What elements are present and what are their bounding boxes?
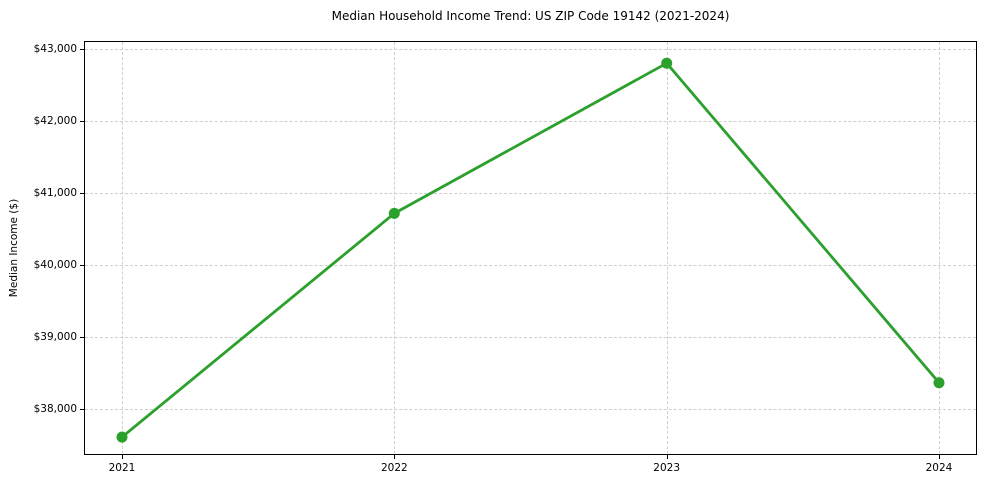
x-tick-label: 2021 bbox=[108, 462, 136, 474]
gridline-x-2022 bbox=[394, 42, 396, 454]
x-tick-mark bbox=[122, 455, 123, 459]
x-tick-mark bbox=[666, 455, 668, 459]
y-tick-label: $38,000 bbox=[33, 403, 77, 416]
gridline-y-39000 bbox=[85, 337, 976, 339]
plot-area bbox=[84, 41, 977, 455]
gridline-y-38000 bbox=[85, 409, 976, 411]
data-point-2021 bbox=[116, 431, 128, 443]
y-tick-mark bbox=[80, 265, 84, 267]
y-tick-mark bbox=[80, 121, 84, 123]
data-point-2024 bbox=[933, 377, 945, 389]
x-tick-mark bbox=[939, 455, 940, 459]
y-tick-label: $39,000 bbox=[33, 331, 77, 344]
y-tick-mark bbox=[80, 337, 84, 339]
gridline-y-40000 bbox=[85, 265, 976, 267]
gridline-y-41000 bbox=[85, 193, 976, 195]
y-tick-mark bbox=[80, 49, 84, 51]
x-tick-label: 2023 bbox=[653, 462, 681, 474]
gridline-x-2023 bbox=[666, 42, 668, 454]
data-point-2023 bbox=[661, 57, 673, 69]
gridline-x-2024 bbox=[939, 42, 940, 454]
y-axis-label: Median Income ($) bbox=[8, 198, 20, 298]
trend-line bbox=[121, 61, 941, 439]
y-tick-mark bbox=[80, 409, 84, 411]
gridline-y-42000 bbox=[85, 121, 976, 123]
gridline-x-2021 bbox=[122, 42, 123, 454]
chart-title: Median Household Income Trend: US ZIP Co… bbox=[331, 9, 730, 23]
y-tick-label: $43,000 bbox=[33, 43, 77, 56]
x-tick-mark bbox=[394, 455, 396, 459]
data-point-2022 bbox=[388, 207, 400, 219]
gridline-y-43000 bbox=[85, 49, 976, 51]
x-tick-label: 2022 bbox=[380, 462, 408, 474]
x-tick-label: 2024 bbox=[925, 462, 953, 474]
trend-line-layer bbox=[116, 57, 945, 443]
y-tick-label: $42,000 bbox=[33, 115, 77, 128]
y-tick-mark bbox=[80, 193, 84, 195]
y-tick-label: $41,000 bbox=[33, 187, 77, 200]
y-tick-label: $40,000 bbox=[33, 259, 77, 272]
